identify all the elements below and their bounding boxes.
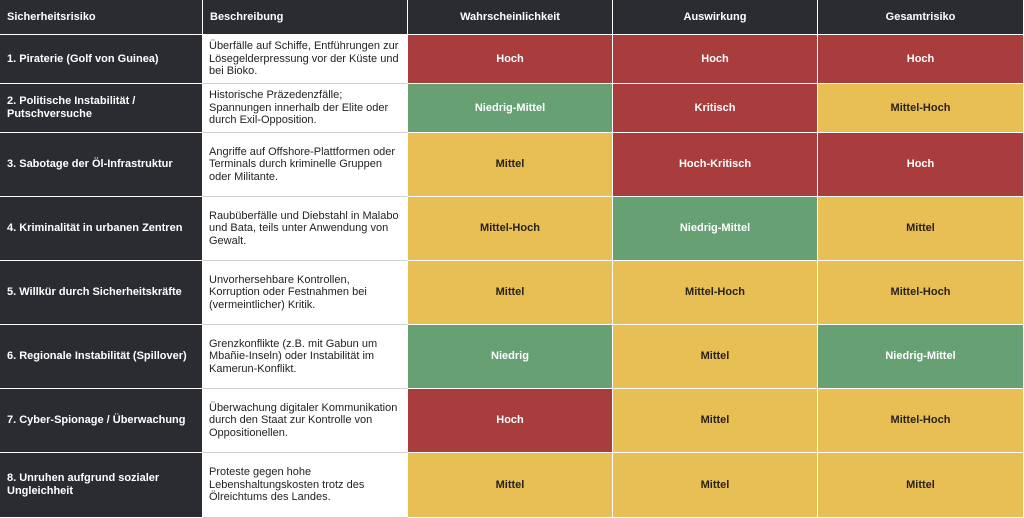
risk-name: 7. Cyber-Spionage / Überwachung — [0, 389, 203, 453]
total-risk-level: Mittel — [818, 197, 1024, 261]
probability-level: Mittel-Hoch — [408, 197, 613, 261]
impact-level: Kritisch — [613, 84, 818, 133]
risk-description: Grenzkonflikte (z.B. mit Gabun um Mbañie… — [203, 325, 408, 389]
risk-name: 8. Unruhen aufgrund sozialer Ungleichhei… — [0, 453, 203, 518]
total-risk-level: Mittel-Hoch — [818, 389, 1024, 453]
risk-description: Angriffe auf Offshore-Plattformen oder T… — [203, 133, 408, 197]
total-risk-level: Hoch — [818, 35, 1024, 84]
risk-name: 6. Regionale Instabilität (Spillover) — [0, 325, 203, 389]
risk-name: 1. Piraterie (Golf von Guinea) — [0, 35, 203, 84]
probability-level: Mittel — [408, 453, 613, 518]
risk-description: Historische Präzedenzfälle; Spannungen i… — [203, 84, 408, 133]
risk-description: Raubüberfälle und Diebstahl in Malabo un… — [203, 197, 408, 261]
total-risk-level: Niedrig-Mittel — [818, 325, 1024, 389]
total-risk-level: Mittel-Hoch — [818, 261, 1024, 325]
impact-level: Mittel-Hoch — [613, 261, 818, 325]
risk-description: Überfälle auf Schiffe, Entführungen zur … — [203, 35, 408, 84]
probability-level: Hoch — [408, 389, 613, 453]
probability-level: Mittel — [408, 261, 613, 325]
total-risk-level: Mittel-Hoch — [818, 84, 1024, 133]
risk-name: 3. Sabotage der Öl-Infrastruktur — [0, 133, 203, 197]
total-risk-level: Hoch — [818, 133, 1024, 197]
risk-description: Proteste gegen hohe Lebenshaltungskosten… — [203, 453, 408, 518]
impact-level: Mittel — [613, 453, 818, 518]
probability-level: Niedrig — [408, 325, 613, 389]
header-risk: Sicherheitsrisiko — [0, 0, 203, 35]
probability-level: Mittel — [408, 133, 613, 197]
impact-level: Hoch — [613, 35, 818, 84]
probability-level: Niedrig-Mittel — [408, 84, 613, 133]
risk-name: 4. Kriminalität in urbanen Zentren — [0, 197, 203, 261]
header-probability: Wahrscheinlichkeit — [408, 0, 613, 35]
header-description: Beschreibung — [203, 0, 408, 35]
risk-name: 5. Willkür durch Sicherheitskräfte — [0, 261, 203, 325]
header-total: Gesamtrisiko — [818, 0, 1024, 35]
impact-level: Hoch-Kritisch — [613, 133, 818, 197]
total-risk-level: Mittel — [818, 453, 1024, 518]
risk-description: Überwachung digitaler Kommunikation durc… — [203, 389, 408, 453]
probability-level: Hoch — [408, 35, 613, 84]
impact-level: Mittel — [613, 325, 818, 389]
impact-level: Niedrig-Mittel — [613, 197, 818, 261]
header-impact: Auswirkung — [613, 0, 818, 35]
risk-name: 2. Politische Instabilität / Putschversu… — [0, 84, 203, 133]
risk-description: Unvorhersehbare Kontrollen, Korruption o… — [203, 261, 408, 325]
impact-level: Mittel — [613, 389, 818, 453]
